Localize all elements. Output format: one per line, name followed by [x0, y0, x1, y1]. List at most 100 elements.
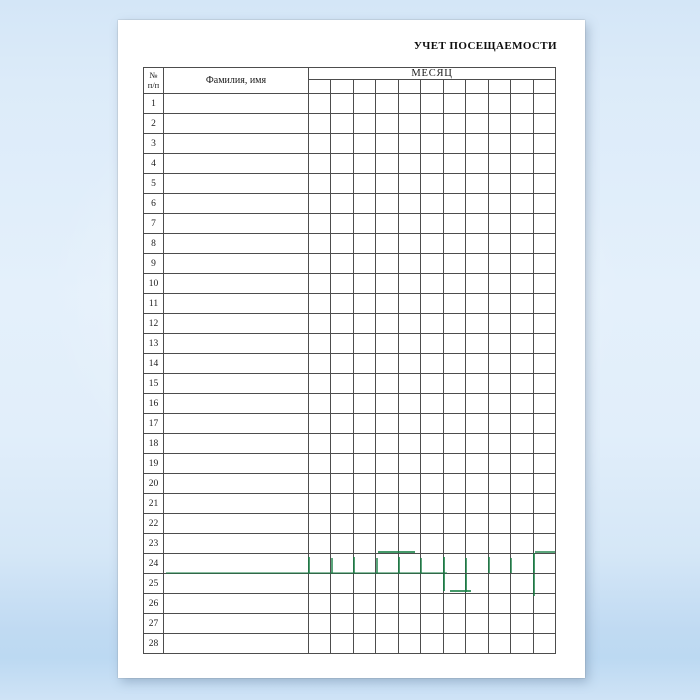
- attendance-cell: [465, 133, 489, 154]
- attendance-cell: [420, 93, 444, 114]
- header-row-subcolumns: [144, 79, 557, 94]
- attendance-cell: [352, 333, 377, 354]
- attendance-cell: [465, 193, 489, 214]
- name-cell: [163, 453, 309, 474]
- attendance-cell: [465, 453, 489, 474]
- attendance-cell: [442, 593, 467, 614]
- attendance-cell: [352, 133, 377, 154]
- table-row: 7: [143, 213, 557, 234]
- attendance-cell: [487, 173, 512, 194]
- attendance-cell: [442, 253, 467, 274]
- name-cell: [163, 293, 309, 314]
- attendance-cell: [465, 493, 489, 514]
- attendance-cell: [352, 313, 377, 334]
- attendance-cell: [307, 413, 332, 434]
- attendance-cell: [375, 173, 399, 194]
- attendance-cell: [442, 133, 467, 154]
- row-number-cell: 15: [143, 373, 164, 394]
- attendance-cell: [375, 553, 399, 574]
- attendance-cell: [352, 113, 377, 134]
- attendance-cell: [307, 393, 332, 414]
- attendance-cell: [397, 293, 422, 314]
- attendance-cell: [532, 113, 557, 134]
- attendance-cell: [352, 273, 377, 294]
- attendance-cell: [307, 473, 332, 494]
- attendance-cell: [307, 113, 332, 134]
- attendance-cell: [487, 393, 512, 414]
- table-row: 19: [143, 453, 557, 474]
- name-cell: [163, 493, 309, 514]
- attendance-cell: [375, 113, 399, 134]
- attendance-cell: [442, 193, 467, 214]
- col-header-number-line1: №: [149, 70, 158, 80]
- attendance-cell: [532, 193, 557, 214]
- attendance-cell: [532, 93, 557, 114]
- attendance-cell: [510, 393, 534, 414]
- row-number-cell: 3: [143, 133, 164, 154]
- attendance-cell: [442, 493, 467, 514]
- attendance-cell: [465, 313, 489, 334]
- attendance-cell: [510, 113, 534, 134]
- attendance-cell: [532, 373, 557, 394]
- attendance-cell: [307, 593, 332, 614]
- attendance-cell: [442, 173, 467, 194]
- attendance-cell: [465, 413, 489, 434]
- attendance-cell: [352, 373, 377, 394]
- attendance-cell: [352, 533, 377, 554]
- month-subcolumn-cell: [442, 79, 467, 94]
- attendance-cell: [532, 413, 557, 434]
- row-number-cell: 7: [143, 213, 164, 234]
- attendance-cell: [420, 253, 444, 274]
- attendance-cell: [510, 513, 534, 534]
- attendance-cell: [330, 413, 354, 434]
- attendance-cell: [397, 253, 422, 274]
- attendance-cell: [465, 213, 489, 234]
- attendance-cell: [397, 553, 422, 574]
- row-number-cell: 17: [143, 413, 164, 434]
- attendance-cell: [397, 533, 422, 554]
- attendance-cell: [307, 573, 332, 594]
- attendance-cell: [307, 153, 332, 174]
- attendance-cell: [442, 93, 467, 114]
- attendance-cell: [510, 333, 534, 354]
- attendance-cell: [465, 273, 489, 294]
- attendance-cell: [420, 453, 444, 474]
- attendance-cell: [330, 153, 354, 174]
- attendance-cell: [397, 233, 422, 254]
- attendance-cell: [330, 453, 354, 474]
- attendance-cell: [375, 313, 399, 334]
- attendance-cell: [420, 433, 444, 454]
- attendance-cell: [375, 573, 399, 594]
- attendance-cell: [307, 93, 332, 114]
- row-number-cell: 10: [143, 273, 164, 294]
- attendance-cell: [442, 513, 467, 534]
- attendance-cell: [420, 173, 444, 194]
- name-cell: [163, 153, 309, 174]
- attendance-cell: [375, 473, 399, 494]
- attendance-cell: [397, 213, 422, 234]
- attendance-cell: [465, 433, 489, 454]
- attendance-cell: [442, 333, 467, 354]
- attendance-table: № п/п Фамилия, имя МЕСЯЦ 1 2 3 4 5 6 7 8 9 10 11 12…: [143, 67, 557, 654]
- attendance-cell: [397, 633, 422, 654]
- attendance-cell: [352, 213, 377, 234]
- attendance-cell: [487, 533, 512, 554]
- attendance-cell: [442, 573, 467, 594]
- attendance-cell: [352, 153, 377, 174]
- table-row: 9: [143, 253, 557, 274]
- row-number-cell: 19: [143, 453, 164, 474]
- attendance-cell: [397, 133, 422, 154]
- attendance-cell: [397, 373, 422, 394]
- attendance-cell: [397, 613, 422, 634]
- attendance-cell: [375, 513, 399, 534]
- table-row: 6: [143, 193, 557, 214]
- page-title: УЧЕТ ПОСЕЩАЕМОСТИ: [413, 40, 557, 52]
- table-row: 1: [143, 93, 557, 114]
- attendance-cell: [532, 593, 557, 614]
- attendance-cell: [532, 173, 557, 194]
- attendance-cell: [510, 553, 534, 574]
- table-row: 11: [143, 293, 557, 314]
- attendance-cell: [442, 113, 467, 134]
- name-cell: [163, 173, 309, 194]
- attendance-cell: [420, 113, 444, 134]
